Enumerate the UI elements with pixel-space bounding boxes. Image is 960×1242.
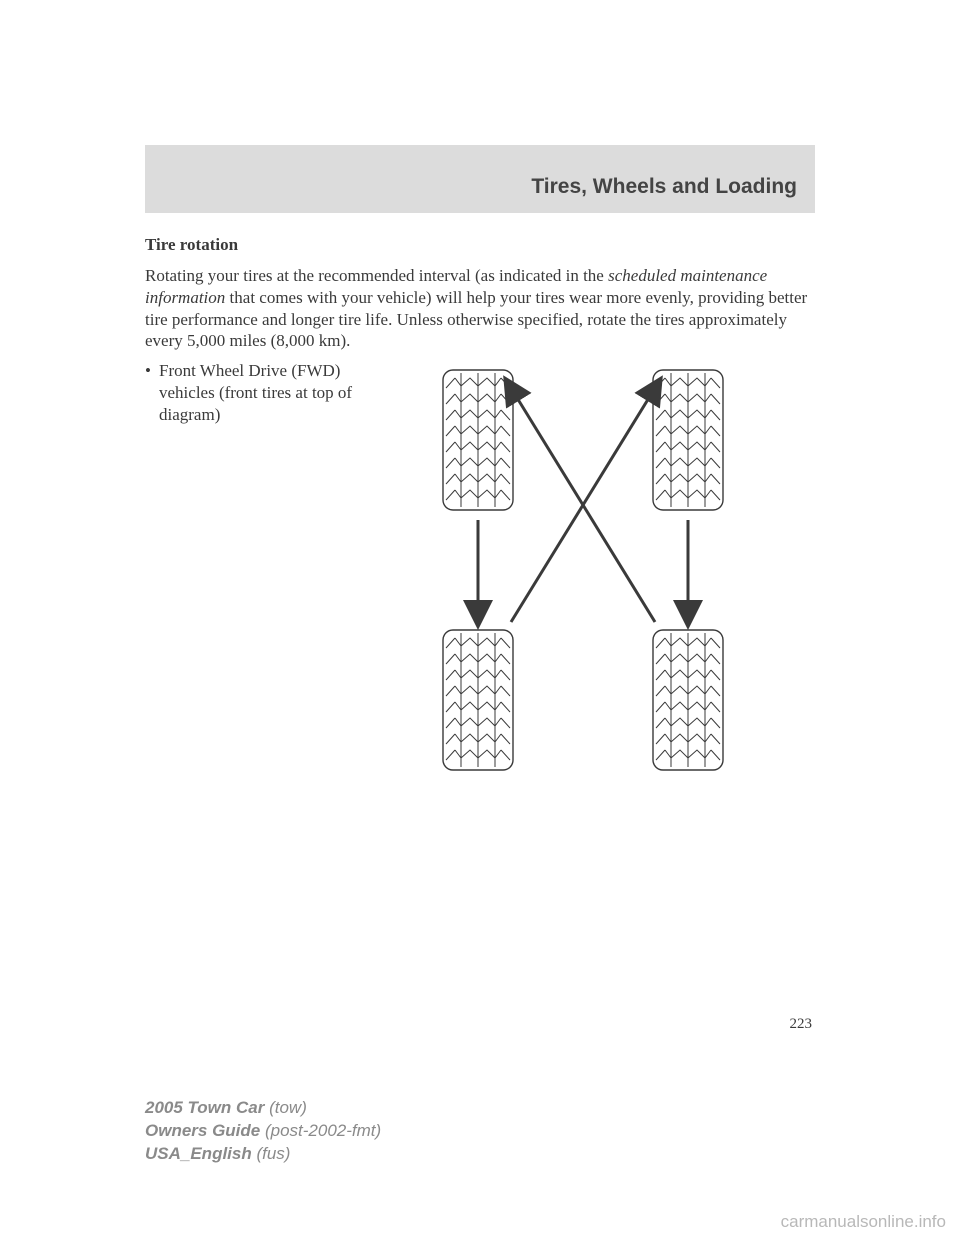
footer-block: 2005 Town Car (tow) Owners Guide (post-2…	[145, 1097, 381, 1166]
para-part-2: that comes with your vehicle) will help …	[145, 288, 807, 351]
tire-rear-left	[443, 630, 513, 770]
intro-paragraph: Rotating your tires at the recommended i…	[145, 265, 815, 352]
bullet-marker: •	[145, 360, 159, 426]
tire-rear-right	[653, 630, 723, 770]
footer-line-2: Owners Guide (post-2002-fmt)	[145, 1120, 381, 1143]
footer-model: 2005 Town Car	[145, 1098, 264, 1117]
diagram-svg	[403, 360, 763, 780]
footer-guide-code: (post-2002-fmt)	[260, 1121, 381, 1140]
bullet-item: • Front Wheel Drive (FWD) vehicles (fron…	[145, 360, 385, 426]
tire-front-right	[653, 370, 723, 510]
bullet-text: Front Wheel Drive (FWD) vehicles (front …	[159, 360, 385, 426]
section-heading: Tire rotation	[145, 235, 815, 255]
footer-line-3: USA_English (fus)	[145, 1143, 381, 1166]
watermark: carmanualsonline.info	[781, 1212, 946, 1232]
bullet-and-diagram-row: • Front Wheel Drive (FWD) vehicles (fron…	[145, 360, 815, 780]
page-header-title: Tires, Wheels and Loading	[531, 175, 797, 199]
footer-guide: Owners Guide	[145, 1121, 260, 1140]
footer-line-1: 2005 Town Car (tow)	[145, 1097, 381, 1120]
footer-lang: USA_English	[145, 1144, 252, 1163]
footer-lang-code: (fus)	[252, 1144, 291, 1163]
footer-model-code: (tow)	[264, 1098, 307, 1117]
para-part-1: Rotating your tires at the recommended i…	[145, 266, 608, 285]
header-bar: Tires, Wheels and Loading	[145, 145, 815, 213]
tire-front-left	[443, 370, 513, 510]
page-content: Tires, Wheels and Loading Tire rotation …	[0, 0, 960, 780]
tire-rotation-diagram	[403, 360, 815, 780]
page-number: 223	[790, 1016, 813, 1033]
